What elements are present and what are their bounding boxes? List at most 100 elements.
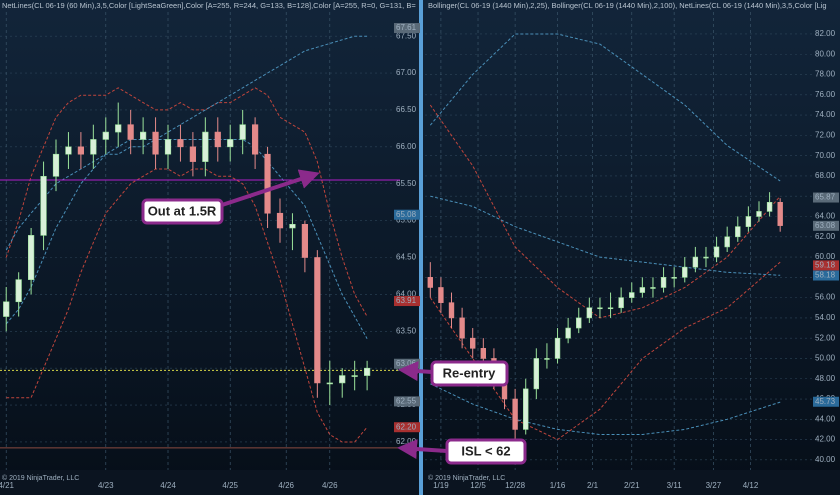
annotation: ISL < 62 [397,438,527,465]
candle-body [427,277,433,288]
band-line [429,104,781,319]
price-marker-label: 58.18 [815,271,836,280]
candle-body [777,201,783,226]
price-marker-label: 59.18 [815,260,836,269]
y-tick-label: 74.00 [815,110,836,119]
candle-body [523,388,529,430]
candle-body [618,297,624,309]
candle-body [703,256,709,259]
price-marker [813,220,839,231]
y-tick-label: 64.00 [815,212,836,221]
candle-body [576,317,582,329]
y-tick-label: 64.00 [396,290,417,299]
candle-body [470,337,476,349]
price-marker [813,396,839,407]
x-tick-label: 4/26 [278,481,294,490]
y-tick-label: 62.00 [396,437,417,446]
candle-body [692,256,699,268]
x-tick-label: 1/19 [433,481,449,490]
band-line [430,383,781,435]
y-tick-label: 52.00 [815,333,836,342]
x-tick-label: 4/23 [98,481,114,490]
candle-body [40,176,47,236]
y-tick-label: 68.00 [815,171,836,180]
y-tick-label: 42.00 [815,435,836,444]
band-line [429,261,781,441]
candle-body [459,317,465,339]
candle-body [565,327,571,339]
annotation: Re-entry [398,360,509,387]
candle-body [724,236,730,248]
price-marker-label: 67.61 [396,23,417,32]
candle-body [164,139,172,155]
candle-body [28,235,35,280]
candle-body [639,287,646,293]
candle-body [202,131,209,162]
price-marker [394,296,420,307]
y-tick-label: 82.00 [815,29,836,38]
band-line [5,35,368,251]
y-tick-label: 40.00 [815,455,836,464]
candle-body [214,131,221,148]
band-line [430,195,781,276]
x-tick-label: 12/28 [505,481,526,490]
candle-body [177,139,184,148]
candle-body [597,307,603,310]
x-tick-label: 2/21 [624,481,640,490]
y-tick-label: 78.00 [815,70,836,79]
candle-body [189,146,196,162]
y-tick-label: 65.50 [396,179,417,188]
candle-body [629,292,635,298]
header: NetLines(CL 06-19 (60 Min),3,5,Color [Li… [2,1,416,10]
x-tick-label: 4/26 [322,481,338,490]
candle-body [140,131,147,140]
candle-body [671,277,677,279]
candle-body [339,375,346,384]
candle-body [756,211,762,217]
candle-body [127,124,134,140]
price-marker [813,260,839,271]
candle-body [554,337,561,359]
candle-body [239,124,246,140]
y-tick-label: 60.00 [815,252,836,261]
y-tick-label: 44.00 [815,414,836,423]
candle-body [264,153,271,214]
y-tick-label: 48.00 [815,374,836,383]
y-tick-label: 62.00 [815,232,836,241]
y-tick-label: 54.00 [815,313,836,322]
y-tick-label: 64.50 [396,253,417,262]
annotation-text: ISL < 62 [461,443,510,458]
candle-body [533,358,540,390]
price-marker-label: 63.06 [396,359,417,368]
candle-body [52,153,60,177]
x-tick-label: 4/25 [222,481,238,490]
candle-body [227,139,234,148]
y-tick-label: 65.00 [396,216,417,225]
candle-body [544,358,550,360]
candle-body [586,307,593,319]
candle-body [650,287,656,289]
price-marker [394,209,420,220]
candle-body [364,367,371,376]
candle-body [65,146,72,155]
candle-body [90,139,97,155]
y-tick-label: 76.00 [815,90,836,99]
price-marker-label: 45.73 [815,397,836,406]
y-tick-label: 67.00 [396,68,417,77]
x-tick-label: 3/11 [667,481,683,490]
candle-body [326,382,333,385]
candle-body [607,307,614,310]
candle-body [115,124,122,133]
annotation-text: Re-entry [443,365,497,380]
x-tick-label: 3/27 [706,481,722,490]
x-tick-label: 4/12 [743,481,759,490]
candle-body [512,398,518,430]
x-tick-label: 2/1 [587,481,599,490]
y-tick-label: 56.00 [815,293,836,302]
candle-body [252,124,259,155]
band-line [5,139,368,339]
candle-body [276,212,284,229]
y-tick-label: 66.00 [396,142,417,151]
